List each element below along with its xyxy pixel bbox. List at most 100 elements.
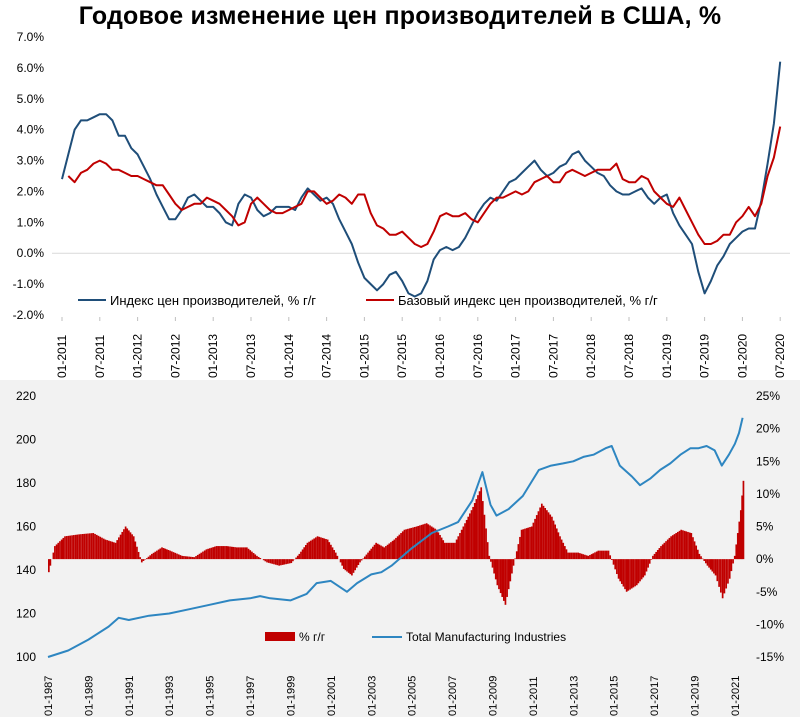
bar [67, 535, 70, 560]
bar [266, 559, 268, 563]
bar [234, 547, 236, 560]
bar [372, 546, 374, 560]
bar [467, 516, 470, 560]
bar [611, 559, 613, 560]
y-tick-label: 2.0% [17, 184, 45, 198]
bar [359, 559, 361, 563]
series-line [61, 61, 782, 298]
bar [165, 549, 168, 560]
bar [635, 559, 638, 586]
x-tick-label: 01-1995 [205, 676, 217, 716]
bar [718, 559, 720, 587]
bar [555, 528, 558, 560]
bar [370, 548, 373, 560]
bar [473, 503, 476, 560]
bar [529, 527, 531, 560]
bar [142, 559, 145, 561]
bar [437, 532, 440, 560]
bar [692, 537, 694, 560]
bar [460, 529, 463, 560]
bar [400, 533, 402, 560]
bar [308, 541, 310, 560]
legend-label: Индекс цен производителей, % г/г [110, 293, 316, 308]
bar [355, 559, 358, 568]
bar [78, 534, 81, 560]
bar [660, 546, 662, 560]
x-tick-label: 01-1999 [285, 676, 297, 716]
bar [477, 495, 479, 560]
bar [658, 548, 661, 560]
bar [131, 534, 133, 560]
bar [375, 542, 377, 560]
y-tick-label: 3.0% [17, 154, 45, 168]
y-right-tick-label: 15% [756, 454, 780, 468]
bar [102, 538, 105, 560]
bar [741, 495, 743, 560]
bar [373, 544, 376, 560]
bar [496, 559, 499, 586]
bar [227, 546, 230, 560]
bar [300, 551, 302, 560]
bar [499, 559, 502, 594]
bar [278, 559, 281, 566]
bar [721, 559, 724, 599]
bar [106, 540, 108, 560]
bar [612, 559, 615, 565]
bar [344, 559, 347, 571]
bar [447, 542, 450, 560]
bar [112, 542, 115, 560]
bar [602, 550, 605, 560]
bar [413, 526, 416, 560]
bar [668, 537, 671, 560]
x-tick-label: 07-2013 [244, 334, 258, 378]
bar [494, 559, 497, 580]
bar [81, 534, 84, 560]
x-tick-label: 01-2011 [528, 676, 540, 716]
bar [156, 550, 158, 560]
x-tick-label: 01-2021 [730, 676, 742, 716]
bar [714, 559, 717, 576]
bar [700, 556, 702, 560]
bar [607, 550, 610, 560]
bar [88, 533, 91, 560]
bar [304, 545, 307, 560]
bar [83, 533, 86, 560]
bar [454, 542, 456, 560]
bar [653, 553, 656, 560]
bar [599, 550, 601, 560]
bar [391, 540, 394, 560]
bar [214, 546, 216, 560]
bar [706, 559, 709, 566]
bar [554, 524, 556, 560]
bar [396, 536, 399, 560]
bar [424, 523, 426, 560]
bar [429, 525, 431, 560]
bar [198, 553, 201, 560]
bar [167, 549, 170, 560]
bar [695, 545, 698, 560]
bar [62, 537, 65, 560]
x-tick-label: 01-2015 [357, 334, 371, 378]
bar [292, 559, 294, 562]
legend-swatch [265, 632, 295, 641]
bar [306, 542, 309, 560]
bar [237, 547, 240, 560]
bar [401, 531, 404, 560]
bar [480, 487, 483, 560]
bar [647, 559, 649, 568]
bar [430, 526, 433, 560]
bar [559, 536, 561, 560]
y-tick-label: -1.0% [13, 277, 45, 291]
y-right-tick-label: -15% [756, 650, 784, 664]
bar [395, 537, 397, 560]
bar [145, 558, 148, 560]
bar [212, 547, 215, 560]
bar [311, 539, 314, 560]
bar [565, 549, 568, 560]
bar [336, 555, 339, 560]
x-tick-label: 01-2013 [568, 676, 580, 716]
x-tick-label: 07-2018 [622, 334, 636, 378]
x-tick-label: 07-2012 [168, 334, 182, 378]
bar [385, 546, 387, 560]
bar [301, 549, 304, 560]
